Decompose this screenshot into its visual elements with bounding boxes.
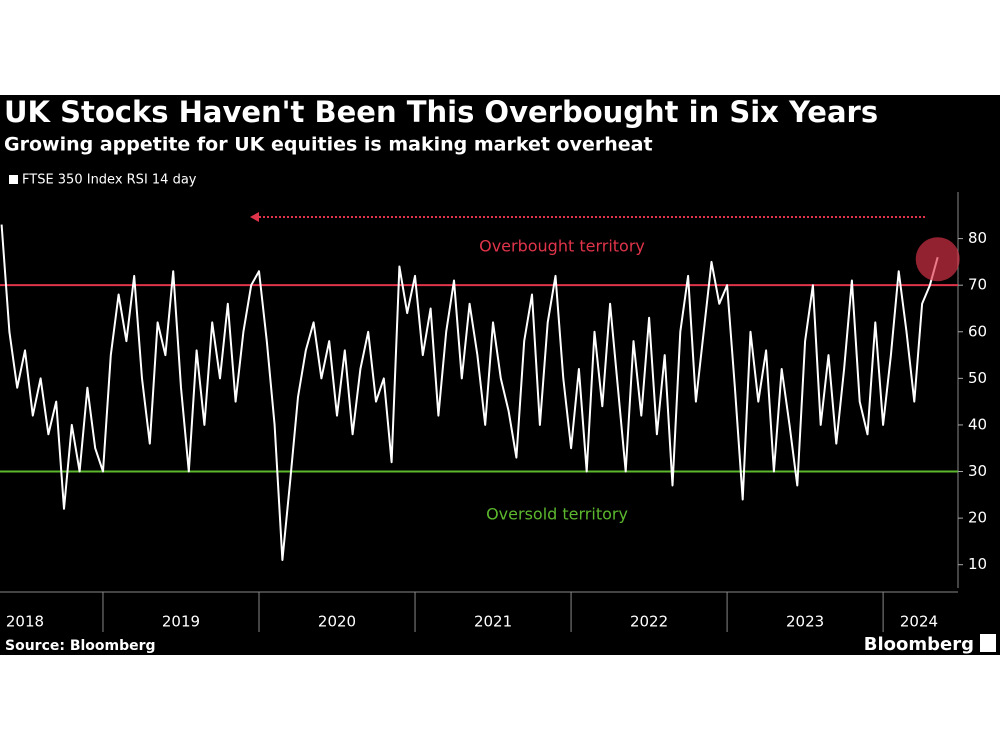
legend-label: FTSE 350 Index RSI 14 day	[22, 173, 197, 188]
y-tick-label: 60	[968, 322, 987, 340]
chart-title: UK Stocks Haven't Been This Overbought i…	[4, 95, 878, 129]
brand: Bloomberg	[864, 634, 974, 655]
y-tick-label: 40	[968, 415, 987, 433]
rsi-line	[0, 224, 939, 561]
x-tick-label: 2021	[474, 613, 512, 631]
y-tick-label: 70	[968, 276, 987, 294]
x-tick-label: 2022	[630, 613, 668, 631]
y-tick-label: 20	[968, 509, 987, 527]
brand-icon	[980, 634, 996, 652]
x-tick-label: 2020	[318, 613, 356, 631]
highlight-circle	[915, 237, 960, 282]
source: Source: Bloomberg	[5, 638, 156, 654]
legend-swatch	[9, 175, 18, 184]
x-tick-label: 2018	[6, 613, 44, 631]
y-tick-label: 80	[968, 229, 987, 247]
x-tick-label: 2023	[786, 613, 824, 631]
annotation: Overbought territory	[479, 237, 645, 256]
y-tick-label: 50	[968, 369, 987, 387]
y-tick-label: 30	[968, 462, 987, 480]
annotation: Oversold territory	[486, 505, 628, 524]
x-tick-label: 2019	[162, 613, 200, 631]
x-tick-label: 2024	[900, 613, 938, 631]
y-tick-label: 10	[968, 555, 987, 573]
chart-subtitle: Growing appetite for UK equities is maki…	[4, 134, 653, 156]
arrow-head	[250, 212, 259, 222]
